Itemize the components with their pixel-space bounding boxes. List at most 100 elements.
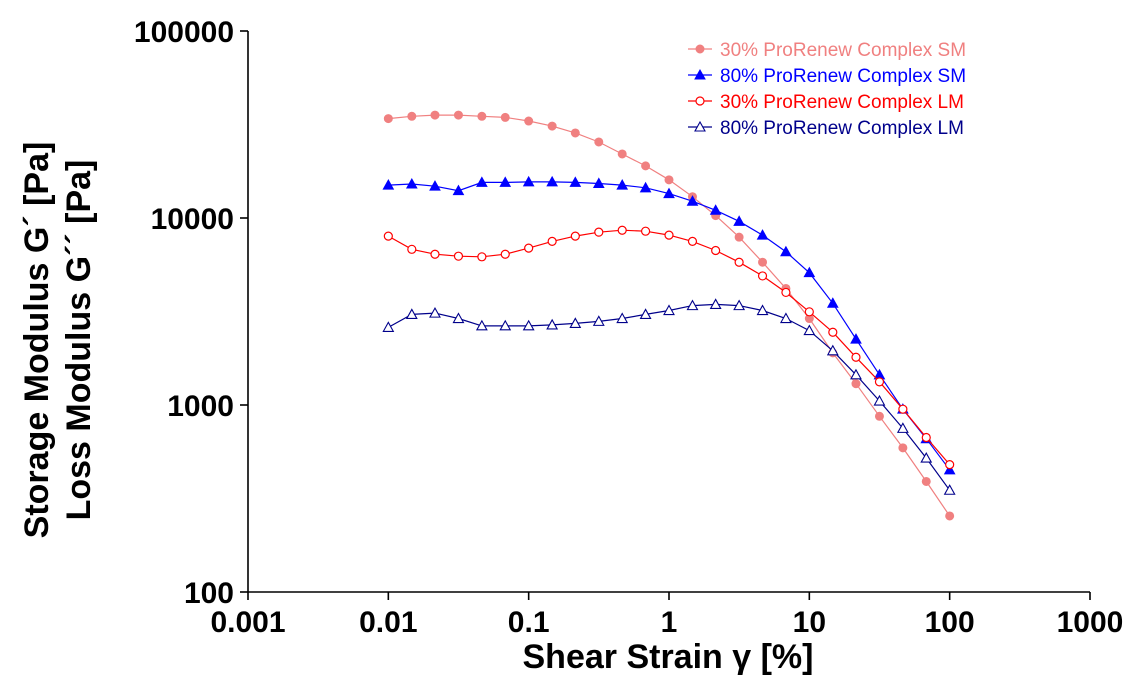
- data-point: [943, 463, 956, 475]
- data-point: [547, 236, 557, 246]
- data-point: [803, 324, 816, 336]
- data-point: [616, 312, 629, 324]
- data-point: [499, 176, 512, 187]
- data-point: [758, 257, 768, 267]
- data-point: [592, 177, 605, 188]
- data-point: [874, 411, 884, 421]
- data-point: [826, 344, 839, 356]
- data-point: [500, 249, 510, 259]
- y-tick-label: 10000: [151, 203, 234, 236]
- data-point: [499, 319, 512, 331]
- data-point: [804, 307, 814, 317]
- data-point: [522, 319, 535, 331]
- data-point: [663, 304, 675, 316]
- series-line: [388, 229, 951, 465]
- legend-marker: [695, 44, 705, 54]
- data-point: [570, 128, 580, 138]
- data-point: [383, 231, 393, 241]
- legend-label: 80% ProRenew Complex LM: [720, 118, 964, 139]
- x-tick-label: 1: [661, 606, 678, 639]
- data-point: [382, 179, 395, 190]
- data-point: [709, 298, 722, 309]
- data-point: [405, 177, 418, 189]
- data-point: [733, 299, 746, 311]
- data-point: [547, 121, 557, 131]
- data-point: [640, 226, 651, 236]
- x-tick-label: 100: [925, 606, 975, 639]
- data-point: [921, 476, 931, 486]
- x-tick-label: 1000: [1057, 606, 1124, 639]
- series-3: [383, 225, 955, 470]
- legend-marker: [694, 68, 706, 80]
- data-point: [664, 230, 674, 240]
- data-point: [429, 306, 441, 318]
- legend-marker: [695, 96, 705, 106]
- data-point: [569, 317, 582, 328]
- data-point: [686, 195, 699, 206]
- data-point: [734, 257, 744, 267]
- legend-label: 30% ProRenew Complex SM: [720, 40, 966, 61]
- y-tick-label: 1000: [167, 390, 234, 423]
- data-point: [476, 176, 488, 187]
- data-point: [592, 315, 605, 326]
- axes: 0.001 0.01 0.1 1 10 100 1000 100 1000 10000 100000: [134, 16, 1123, 639]
- data-point: [780, 245, 792, 257]
- x-tick-label: 0.1: [508, 606, 550, 639]
- x-tick-label: 0.001: [210, 606, 285, 639]
- data-point: [594, 137, 604, 147]
- data-point: [639, 308, 652, 319]
- series-1: [383, 110, 955, 521]
- data-point: [382, 321, 395, 332]
- data-point: [477, 111, 487, 121]
- data-point: [524, 116, 534, 126]
- series-layer: [382, 110, 956, 521]
- y-tick-label: 100: [184, 577, 234, 610]
- data-point: [943, 484, 956, 495]
- legend-label: 30% ProRenew Complex LM: [720, 92, 964, 113]
- data-point: [781, 287, 791, 298]
- data-point: [617, 225, 627, 235]
- legend-entry-4: 80% ProRenew Complex LM: [688, 118, 964, 139]
- data-point: [803, 266, 816, 278]
- data-point: [663, 187, 675, 199]
- data-point: [639, 181, 652, 193]
- data-point: [430, 110, 440, 120]
- data-point: [896, 422, 909, 433]
- data-point: [873, 394, 886, 406]
- legend: 30% ProRenew Complex SM 80% ProRenew Comp…: [688, 40, 966, 139]
- data-point: [687, 236, 698, 246]
- series-2: [382, 175, 956, 475]
- data-point: [850, 333, 862, 344]
- data-point: [475, 319, 488, 331]
- y-tick-label: 100000: [134, 16, 234, 49]
- data-point: [920, 451, 933, 463]
- series-4: [382, 298, 956, 495]
- legend-entry-2: 80% ProRenew Complex SM: [688, 66, 966, 87]
- data-point: [430, 249, 440, 259]
- data-point: [453, 110, 463, 120]
- data-point: [851, 379, 861, 389]
- data-point: [709, 204, 722, 215]
- data-point: [828, 327, 838, 337]
- data-point: [945, 511, 955, 521]
- data-point: [569, 176, 582, 187]
- data-point: [945, 460, 955, 470]
- legend-entry-1: 30% ProRenew Complex SM: [688, 40, 966, 61]
- data-point: [664, 175, 674, 185]
- data-point: [452, 184, 465, 196]
- x-axis-title: Shear Strain γ [%]: [523, 638, 814, 676]
- data-point: [546, 175, 558, 187]
- data-point: [756, 229, 769, 240]
- y-axis-title-line-1: Storage Modulus G´ [Pa]: [18, 142, 56, 539]
- data-point: [453, 251, 464, 261]
- legend-marker: [694, 120, 706, 132]
- data-point: [850, 368, 862, 380]
- data-point: [617, 149, 627, 159]
- legend-label: 80% ProRenew Complex SM: [720, 66, 966, 87]
- data-point: [711, 245, 721, 256]
- data-point: [756, 304, 769, 316]
- data-point: [429, 180, 441, 191]
- data-point: [407, 111, 417, 121]
- x-tick-label: 0.01: [359, 606, 417, 639]
